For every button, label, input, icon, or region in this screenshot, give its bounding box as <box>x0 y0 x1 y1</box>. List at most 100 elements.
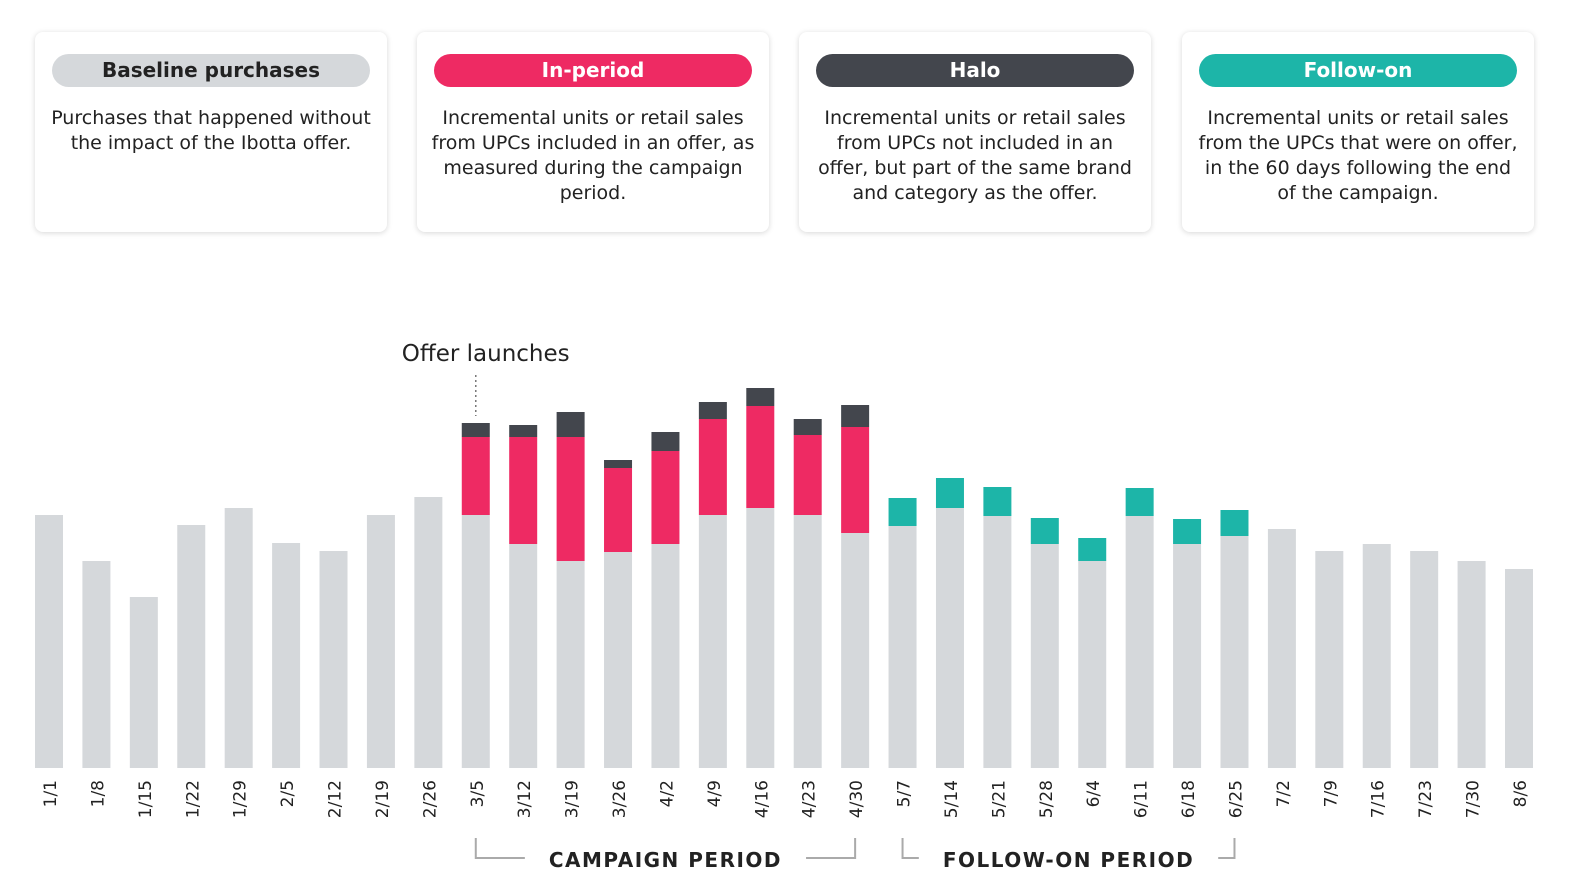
bar <box>35 515 63 768</box>
x-tick-label: 8/6 <box>1511 780 1531 807</box>
x-tick-label: 5/14 <box>942 780 962 818</box>
bar <box>793 435 822 515</box>
bar <box>1078 538 1107 561</box>
x-tick-label: 2/26 <box>420 780 440 818</box>
bar <box>509 544 538 768</box>
bar <box>604 468 633 552</box>
bar <box>82 561 111 768</box>
bar <box>129 597 158 768</box>
x-tick-label: 4/16 <box>752 780 772 818</box>
bar <box>746 388 775 406</box>
legend-description: Incremental units or retail sales from U… <box>431 107 755 204</box>
bar <box>651 451 680 544</box>
legend-card: In-period Incremental units or retail sal… <box>417 32 769 232</box>
bar <box>1410 551 1439 768</box>
bar <box>983 487 1012 516</box>
bracket <box>901 838 919 859</box>
x-tick-label: 5/28 <box>1037 780 1057 818</box>
legend-card: Baseline purchases Purchases that happene… <box>35 32 387 232</box>
x-tick-label: 4/2 <box>657 780 677 807</box>
bar <box>841 427 870 533</box>
bar <box>698 419 727 515</box>
bar <box>651 544 680 768</box>
x-tick-label: 7/9 <box>1321 780 1341 807</box>
bar <box>461 437 490 515</box>
bracket <box>806 838 857 859</box>
bar <box>1457 561 1486 768</box>
bar <box>556 412 585 437</box>
legend-label: Baseline purchases <box>52 54 370 87</box>
period-label: FOLLOW-ON PERIOD <box>943 848 1194 872</box>
bar <box>935 478 964 508</box>
x-tick-label: 6/18 <box>1179 780 1199 818</box>
bar <box>841 405 870 427</box>
bar <box>509 437 538 544</box>
bar <box>841 533 870 768</box>
bar <box>888 526 917 768</box>
x-tick-label: 7/2 <box>1274 780 1294 807</box>
bar <box>556 561 585 768</box>
bar <box>319 551 348 768</box>
bar <box>556 437 585 561</box>
legend-description: Incremental units or retail sales from t… <box>1198 107 1518 204</box>
bar <box>1220 510 1249 536</box>
bar <box>366 515 395 768</box>
bar <box>509 425 538 437</box>
bar <box>1125 516 1154 768</box>
bar <box>1362 544 1391 768</box>
bar <box>1030 544 1059 768</box>
x-tick-label: 5/21 <box>989 780 1009 818</box>
x-tick-label: 1/1 <box>41 780 61 807</box>
x-tick-label: 5/7 <box>895 780 915 807</box>
x-tick-label: 2/5 <box>278 780 298 807</box>
x-tick-label: 4/23 <box>800 780 820 818</box>
bar <box>1315 551 1344 768</box>
bracket <box>1218 838 1236 859</box>
x-tick-label: 6/4 <box>1084 780 1104 807</box>
x-tick-label: 1/15 <box>136 780 156 818</box>
x-tick-label: 7/16 <box>1369 780 1389 818</box>
bar <box>1173 544 1202 768</box>
bar <box>1267 529 1296 768</box>
bar <box>698 515 727 768</box>
bar <box>272 543 301 768</box>
period-label: CAMPAIGN PERIOD <box>549 848 782 872</box>
bar <box>793 419 822 435</box>
x-tick-label: 3/5 <box>468 780 488 807</box>
legend-description: Purchases that happened without the impa… <box>51 107 371 154</box>
x-tick-label: 3/12 <box>515 780 535 818</box>
legend-description: Incremental units or retail sales from U… <box>818 107 1132 204</box>
x-tick-label: 7/23 <box>1416 780 1436 818</box>
bar <box>983 516 1012 768</box>
x-tick-label: 4/30 <box>847 780 867 818</box>
bar <box>1125 488 1154 516</box>
legend-card: Follow-on Incremental units or retail sal… <box>1182 32 1534 232</box>
bar <box>1173 519 1202 544</box>
bar <box>604 460 633 468</box>
x-tick-label: 6/25 <box>1226 780 1246 818</box>
x-tick-label: 3/19 <box>563 780 583 818</box>
bar <box>935 508 964 768</box>
legend-label: Halo <box>816 54 1134 87</box>
x-tick-label: 4/9 <box>705 780 725 807</box>
annotation: Offer launches <box>402 341 570 367</box>
bar <box>414 497 443 768</box>
x-tick-label: 1/22 <box>183 780 203 818</box>
bar <box>1030 518 1059 544</box>
bar <box>746 508 775 768</box>
bar <box>461 423 490 437</box>
x-tick-label: 7/30 <box>1464 780 1484 818</box>
bar <box>177 525 206 768</box>
x-tick-label: 3/26 <box>610 780 630 818</box>
bar <box>698 402 727 419</box>
bar <box>1505 569 1533 768</box>
x-tick-label: 1/29 <box>231 780 251 818</box>
x-tick-label: 6/11 <box>1132 780 1152 818</box>
x-tick-label: 2/19 <box>373 780 393 818</box>
bar <box>1220 536 1249 768</box>
legend-label: In-period <box>434 54 752 87</box>
bar <box>461 515 490 768</box>
bar <box>746 406 775 508</box>
